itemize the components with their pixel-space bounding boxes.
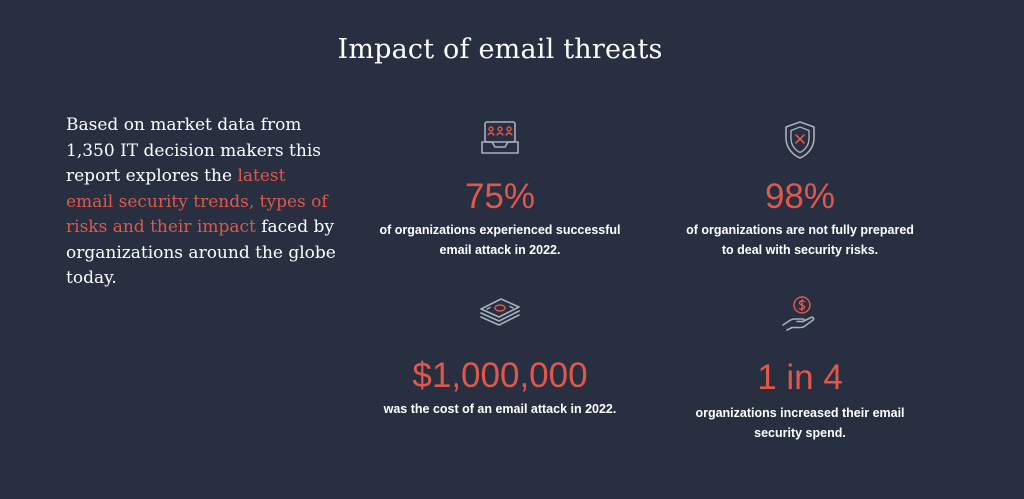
intro-paragraph: Based on market data from 1,350 IT decis… — [66, 113, 336, 292]
stat-card-spend: 1 in 4 organizations increased their ema… — [660, 295, 940, 443]
stat-description: of organizations are not fully prepared … — [660, 220, 940, 260]
intro-highlight: latest email security trends, types of r… — [66, 166, 328, 237]
stat-card-cost: $1,000,000 was the cost of an email atta… — [355, 295, 645, 419]
money-stack-icon — [355, 295, 645, 329]
stat-value: 75% — [464, 177, 536, 216]
stat-description: was the cost of an email attack in 2022. — [355, 399, 645, 419]
intro-text-start: Based on market data from 1,350 IT decis… — [66, 115, 321, 186]
intro-text-end: faced by organizations around the globe … — [66, 217, 336, 288]
stat-value: $1,000,000 — [412, 356, 588, 395]
stat-description: of organizations experienced successful … — [355, 220, 645, 260]
stat-card-attacks: 75% of organizations experienced success… — [355, 120, 645, 260]
hand-dollar-icon — [660, 295, 940, 335]
stat-value: 1 in 4 — [757, 358, 843, 397]
stat-description-line: was the cost of an email attack in 2022. — [383, 402, 617, 416]
stat-description-line: to deal with security risks. — [721, 243, 879, 257]
stat-description-line: security spend. — [754, 426, 846, 440]
inbox-people-icon — [355, 120, 645, 156]
stat-description-line: of organizations experienced successful — [379, 223, 621, 237]
stat-description-line: organizations increased their email — [695, 406, 905, 420]
stat-value: 98% — [764, 177, 836, 216]
stat-card-preparedness: 98% of organizations are not fully prepa… — [660, 120, 940, 260]
stat-description-line: of organizations are not fully prepared — [686, 223, 914, 237]
shield-x-icon — [660, 120, 940, 160]
stat-description: organizations increased their email secu… — [660, 403, 940, 443]
stat-description-line: email attack in 2022. — [439, 243, 561, 257]
page-title: Impact of email threats — [337, 34, 663, 65]
